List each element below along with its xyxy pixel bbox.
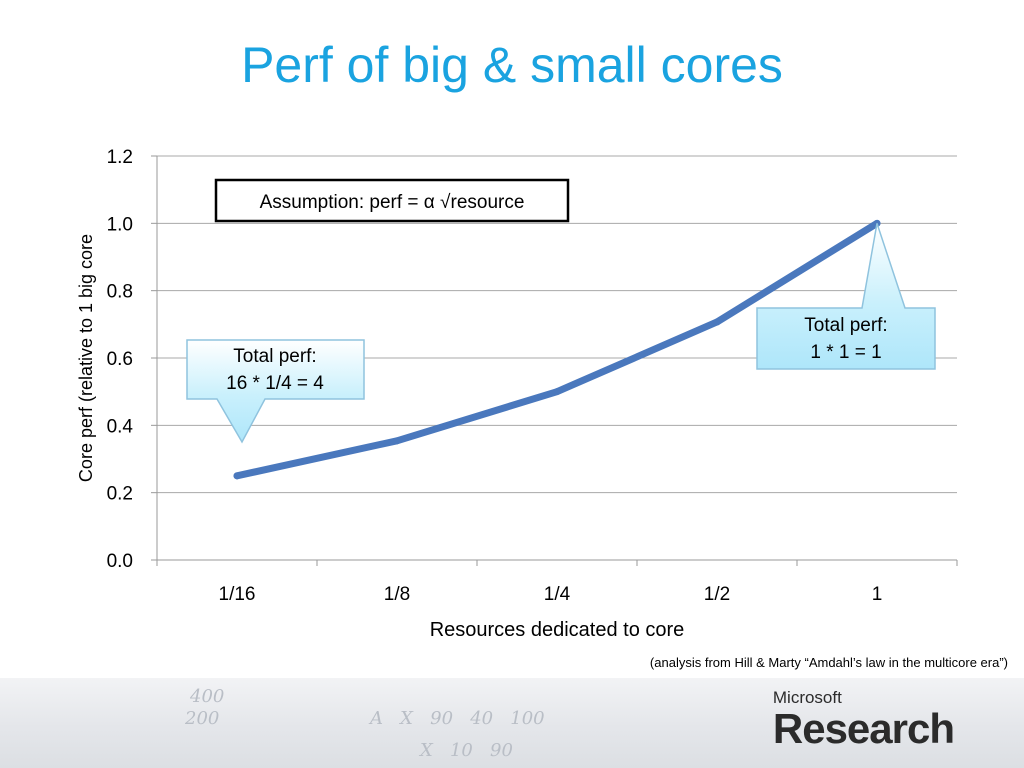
banner-decoration: X 10 90 [420, 740, 513, 761]
microsoft-research-logo: Microsoft Research [772, 688, 955, 752]
data-point [393, 437, 401, 445]
y-tick-label: 0.4 [107, 416, 134, 437]
source-footnote: (analysis from Hill & Marty “Amdahl’s la… [649, 655, 1008, 670]
x-tick-label: 1/4 [544, 584, 571, 605]
assumption-box [214, 178, 570, 223]
x-tick-label: 1/16 [219, 584, 256, 605]
x-tick-label: 1/2 [704, 584, 730, 605]
line-chart: 0.0 0.2 0.4 0.6 0.8 1.0 1.2 1/16 1/8 1/4 1/2 1 Resou… [76, 147, 958, 641]
logo-research-text: Research [772, 705, 955, 752]
y-tick-label: 0.6 [107, 349, 133, 370]
y-tick-label: 0.8 [107, 282, 133, 303]
left-callout-box [186, 339, 365, 444]
x-axis-title: Resources dedicated to core [430, 619, 685, 641]
left-callout-line2: 16 * 1/4 = 4 [226, 373, 324, 394]
left-callout-line1: Total perf: [233, 346, 316, 367]
y-tick-label: 0.0 [107, 551, 133, 572]
y-axis-title: Core perf (relative to 1 big core [76, 234, 96, 482]
y-tick-label: 1.2 [107, 147, 133, 168]
banner-decoration: A X 90 40 100 [370, 708, 545, 729]
y-tick-label: 0.2 [107, 484, 133, 505]
banner-decoration: 400 [190, 686, 225, 707]
data-point [233, 472, 241, 480]
right-callout-line2: 1 * 1 = 1 [810, 342, 881, 363]
footer-banner: 400 200 A X 90 40 100 X 10 90 [0, 678, 1024, 768]
x-tick-label: 1 [872, 584, 883, 605]
assumption-text: Assumption: perf = α √resource [260, 192, 525, 213]
y-tick-label: 1.0 [107, 214, 133, 235]
right-callout-line1: Total perf: [804, 315, 887, 336]
data-point [553, 388, 561, 396]
x-tick-label: 1/8 [384, 584, 410, 605]
logo-microsoft-text: Microsoft [772, 688, 842, 707]
right-callout-box [756, 223, 936, 370]
data-point [713, 318, 721, 326]
banner-decoration: 200 [185, 708, 220, 729]
slide-title: Perf of big & small cores [241, 37, 783, 93]
